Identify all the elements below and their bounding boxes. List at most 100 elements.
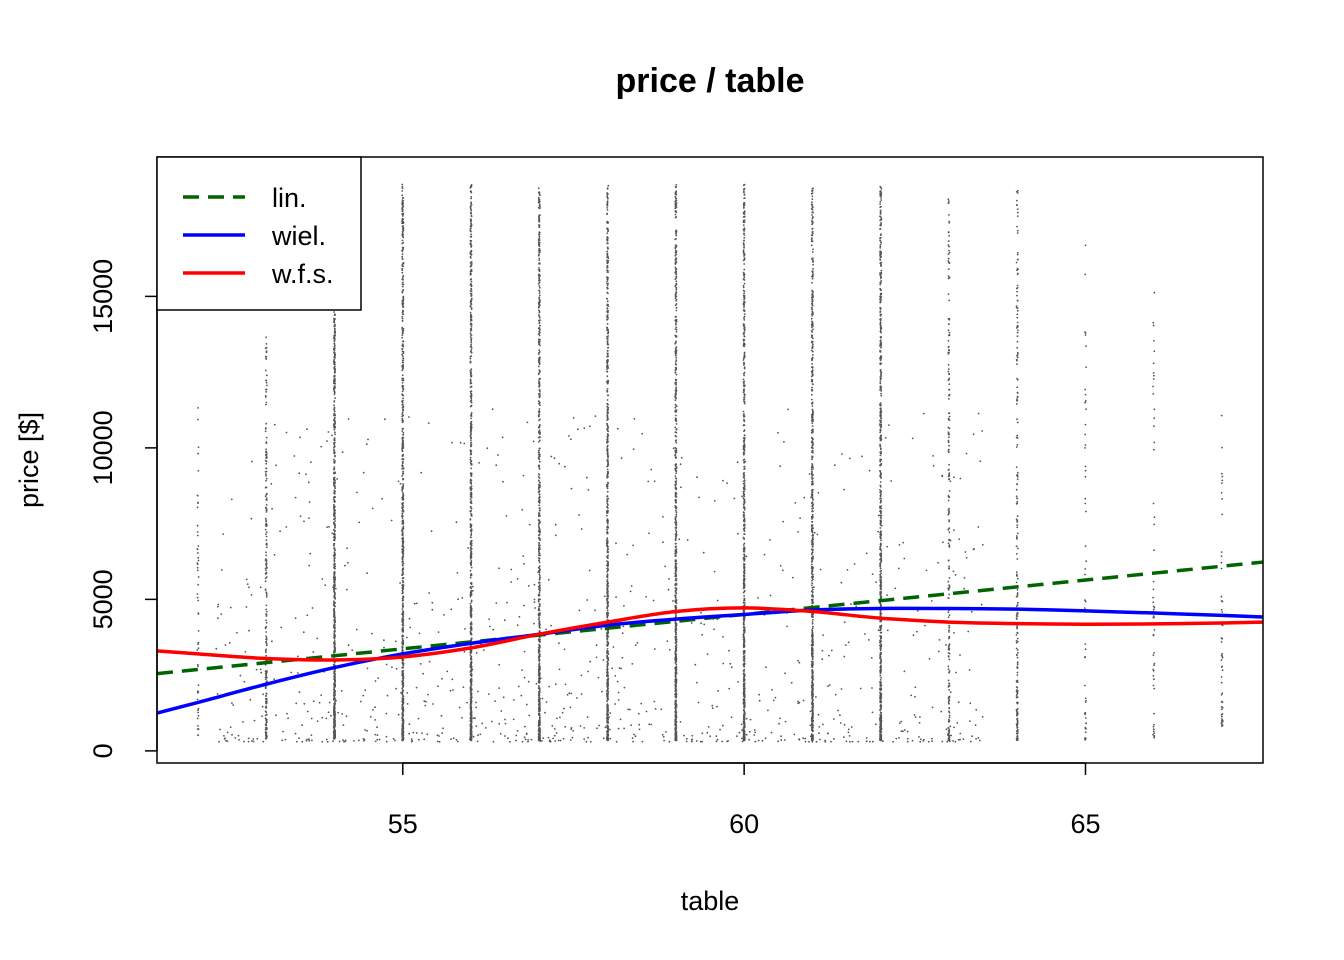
data-point xyxy=(538,267,540,269)
data-point xyxy=(674,584,677,587)
data-point xyxy=(674,569,677,572)
data-point xyxy=(401,353,403,356)
data-point xyxy=(674,715,677,718)
data-point xyxy=(743,513,745,516)
data-point xyxy=(674,191,677,194)
data-point xyxy=(537,249,540,252)
data-point xyxy=(742,378,745,381)
data-point xyxy=(401,569,404,571)
data-point xyxy=(265,441,268,443)
data-point xyxy=(401,199,404,202)
data-point xyxy=(743,458,746,461)
data-point xyxy=(265,535,268,538)
data-point xyxy=(401,454,404,457)
data-point xyxy=(675,679,678,681)
data-point xyxy=(333,523,336,526)
data-point xyxy=(470,225,472,228)
data-point xyxy=(265,467,267,470)
data-point xyxy=(470,623,473,625)
data-point xyxy=(401,369,404,372)
data-point xyxy=(606,375,609,378)
data-point xyxy=(469,292,472,295)
data-point xyxy=(470,587,473,590)
data-point xyxy=(538,431,540,433)
data-point xyxy=(743,597,746,600)
data-point xyxy=(469,488,472,491)
data-point xyxy=(675,441,678,444)
data-point xyxy=(606,648,609,650)
data-point xyxy=(401,253,404,256)
data-point xyxy=(265,631,267,633)
data-point xyxy=(470,334,473,336)
data-point xyxy=(401,343,404,345)
data-point xyxy=(401,222,403,225)
data-point xyxy=(675,582,677,585)
data-point xyxy=(742,364,745,366)
data-point xyxy=(265,699,268,701)
data-point xyxy=(470,566,473,569)
data-point xyxy=(401,725,404,728)
data-point xyxy=(606,286,609,289)
data-point xyxy=(333,661,336,664)
data-point xyxy=(265,638,268,641)
data-point xyxy=(401,374,404,377)
data-point xyxy=(197,711,200,714)
data-point xyxy=(606,567,608,570)
data-point xyxy=(334,563,336,565)
data-point xyxy=(606,708,609,711)
data-point xyxy=(265,695,267,697)
data-point xyxy=(402,387,405,390)
data-point xyxy=(402,678,404,680)
data-point xyxy=(674,605,677,607)
data-point xyxy=(537,713,540,716)
data-point xyxy=(606,310,609,312)
data-point xyxy=(674,672,677,674)
data-point xyxy=(538,235,541,238)
data-point xyxy=(469,360,472,363)
data-point xyxy=(538,311,541,314)
data-point xyxy=(265,615,268,617)
data-point xyxy=(469,355,472,358)
data-point xyxy=(470,482,473,484)
data-point xyxy=(470,343,472,346)
data-point xyxy=(265,705,267,708)
data-point xyxy=(265,473,267,476)
data-point xyxy=(470,250,473,252)
data-point xyxy=(743,527,746,529)
data-point xyxy=(538,221,540,223)
data-point xyxy=(742,472,745,475)
data-point xyxy=(401,190,404,192)
data-point xyxy=(196,534,199,537)
data-point xyxy=(334,676,336,679)
data-point xyxy=(196,531,199,533)
data-point xyxy=(538,533,541,536)
data-point xyxy=(402,355,404,358)
data-point xyxy=(334,630,336,633)
data-point xyxy=(742,623,745,625)
data-point xyxy=(334,328,336,331)
data-point xyxy=(333,385,336,388)
data-point xyxy=(333,614,335,617)
data-point xyxy=(675,635,678,638)
data-point xyxy=(333,413,336,416)
data-point xyxy=(470,233,472,236)
data-point xyxy=(606,250,609,253)
data-point xyxy=(470,280,473,283)
data-point xyxy=(469,690,472,692)
data-point xyxy=(470,725,473,728)
data-point xyxy=(469,400,472,403)
data-point xyxy=(606,437,609,440)
data-point xyxy=(332,458,335,461)
data-point xyxy=(606,332,609,335)
chart-title: price / table xyxy=(616,62,805,100)
data-point xyxy=(334,460,336,462)
data-point xyxy=(265,672,267,674)
data-point xyxy=(674,434,677,437)
data-point xyxy=(402,664,405,667)
data-point xyxy=(264,589,267,591)
data-point xyxy=(333,592,336,595)
data-point xyxy=(264,577,267,580)
data-point xyxy=(675,564,677,567)
data-point xyxy=(539,481,541,484)
data-point xyxy=(539,623,541,626)
